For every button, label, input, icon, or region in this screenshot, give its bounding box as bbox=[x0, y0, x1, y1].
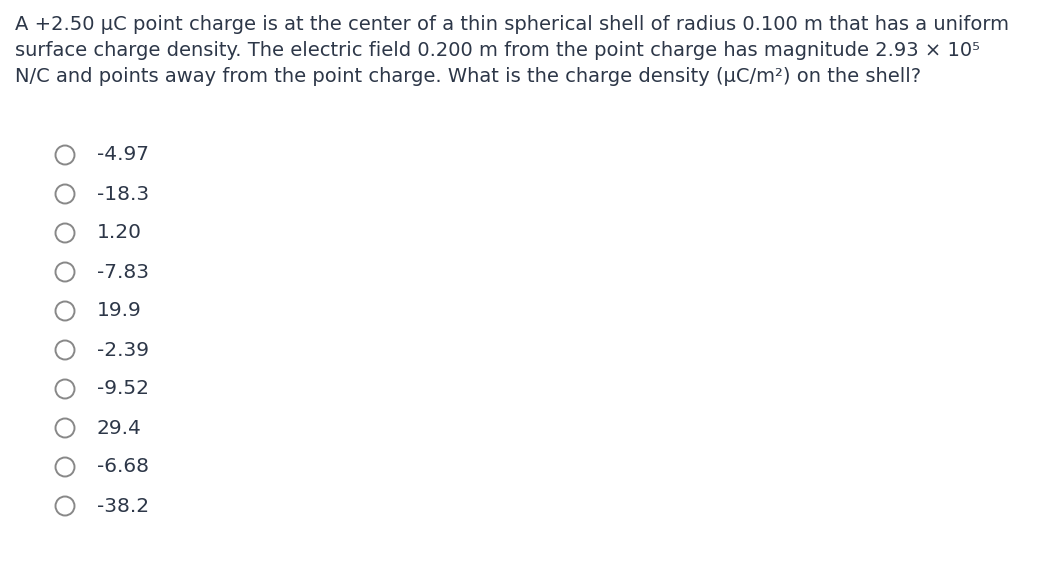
Text: surface charge density. The electric field 0.200 m from the point charge has mag: surface charge density. The electric fie… bbox=[15, 41, 980, 60]
Text: -7.83: -7.83 bbox=[97, 263, 149, 281]
Text: A +2.50 μC point charge is at the center of a thin spherical shell of radius 0.1: A +2.50 μC point charge is at the center… bbox=[15, 15, 1009, 34]
Text: N/C and points away from the point charge. What is the charge density (μC/m²) on: N/C and points away from the point charg… bbox=[15, 67, 921, 86]
Text: -9.52: -9.52 bbox=[97, 380, 149, 398]
Text: -2.39: -2.39 bbox=[97, 341, 149, 359]
Text: 1.20: 1.20 bbox=[97, 224, 142, 242]
Text: -18.3: -18.3 bbox=[97, 185, 149, 203]
Text: 19.9: 19.9 bbox=[97, 302, 142, 320]
Text: 29.4: 29.4 bbox=[97, 419, 142, 437]
Text: -6.68: -6.68 bbox=[97, 458, 149, 476]
Text: -4.97: -4.97 bbox=[97, 146, 149, 164]
Text: -38.2: -38.2 bbox=[97, 497, 149, 515]
